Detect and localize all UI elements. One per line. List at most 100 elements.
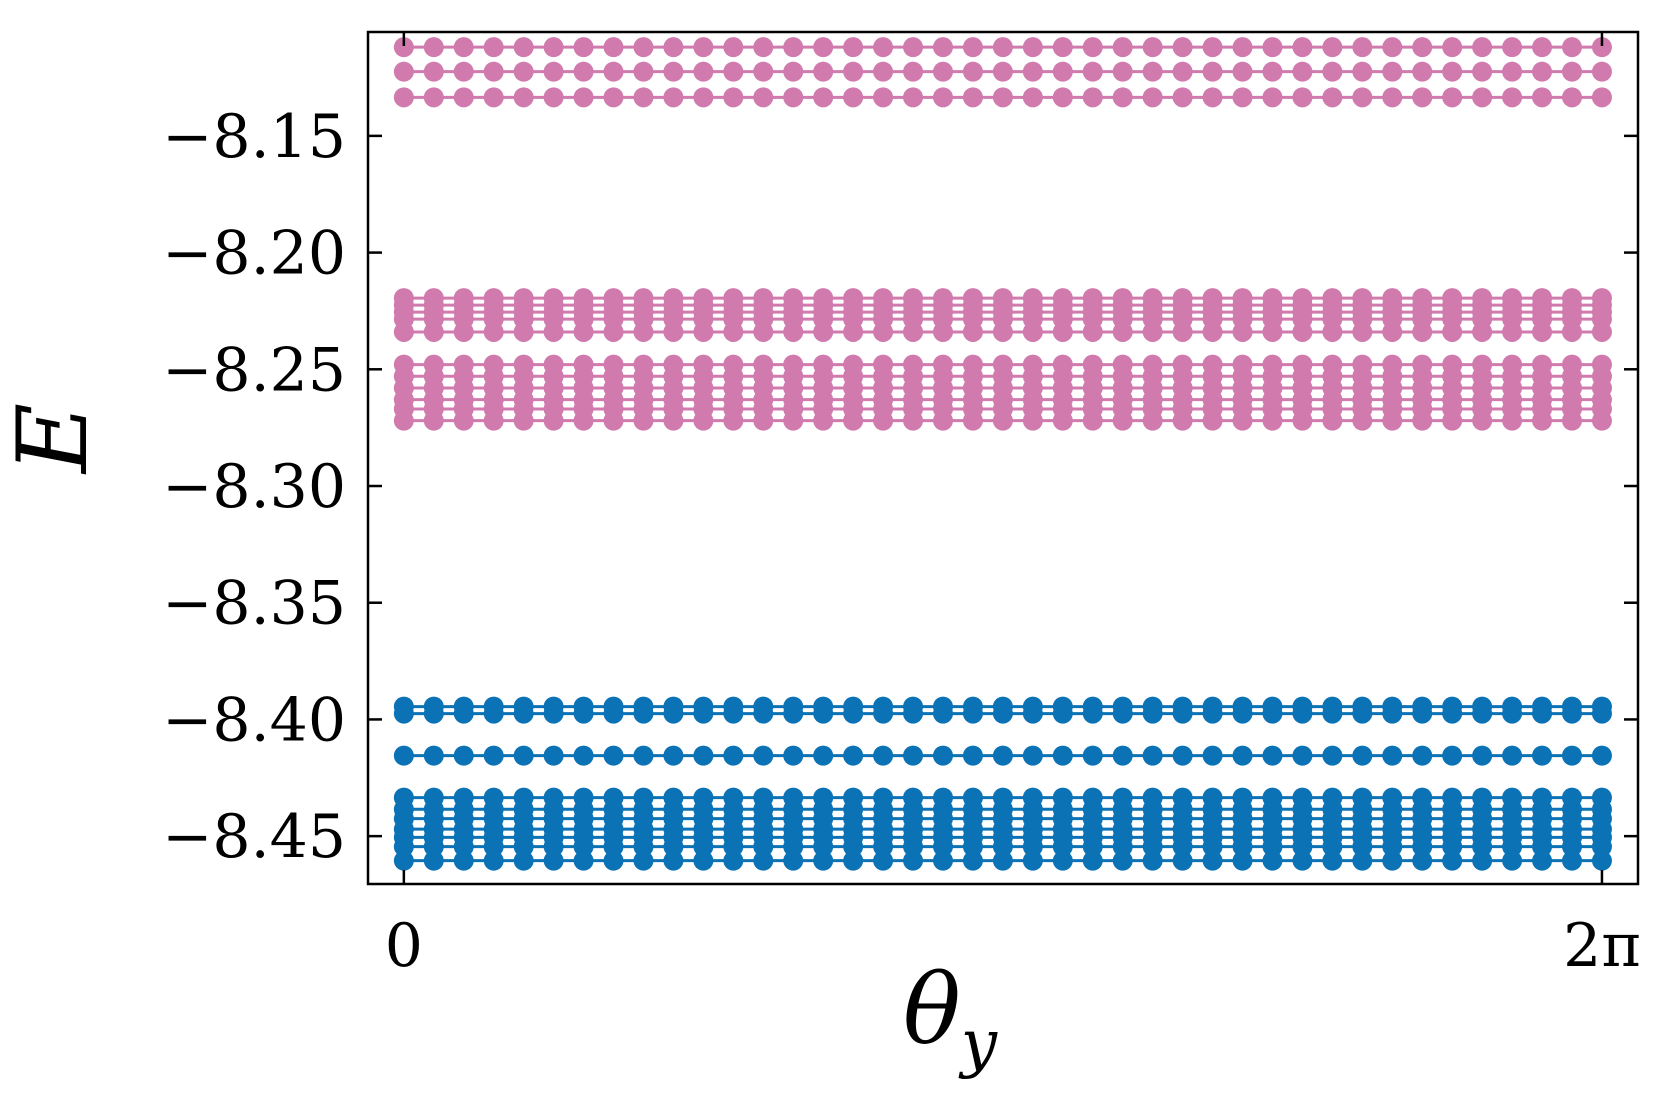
data-point [573, 61, 594, 82]
data-point [573, 850, 594, 871]
data-point [723, 410, 744, 431]
data-point [423, 836, 444, 857]
data-point [633, 37, 654, 58]
axis-ticks [368, 32, 1638, 884]
data-point [633, 61, 654, 82]
data-point [1532, 37, 1553, 58]
data-point [513, 321, 534, 342]
data-point [1412, 321, 1433, 342]
data-point [1322, 836, 1343, 857]
data-point [1472, 61, 1493, 82]
data-point [843, 850, 864, 871]
data-point [813, 850, 834, 871]
data-point [1082, 61, 1103, 82]
data-point [903, 321, 924, 342]
data-point [1232, 321, 1253, 342]
data-point [1052, 37, 1073, 58]
data-point [1082, 87, 1103, 108]
data-point [1562, 703, 1583, 724]
data-point [903, 703, 924, 724]
data-point [753, 703, 774, 724]
data-point [723, 745, 744, 766]
data-point [783, 61, 804, 82]
data-point [1142, 836, 1163, 857]
data-point [423, 87, 444, 108]
data-point [1322, 37, 1343, 58]
data-point [753, 836, 774, 857]
data-point [663, 321, 684, 342]
data-point [1292, 321, 1313, 342]
data-point [1591, 836, 1612, 857]
data-point [1052, 410, 1073, 431]
data-point [843, 87, 864, 108]
data-point [1591, 87, 1612, 108]
data-point [1412, 745, 1433, 766]
plot-frame [366, 30, 1640, 886]
data-point [723, 87, 744, 108]
data-point [543, 87, 564, 108]
data-point [453, 37, 474, 58]
data-point [932, 850, 953, 871]
data-point [513, 87, 534, 108]
data-point [1382, 87, 1403, 108]
data-point [1112, 850, 1133, 871]
data-point [483, 37, 504, 58]
data-point [1022, 61, 1043, 82]
data-point [543, 410, 564, 431]
data-point [693, 703, 714, 724]
data-point [1352, 703, 1373, 724]
x-tick-labels: 0 2π [385, 911, 1641, 981]
data-point [1472, 850, 1493, 871]
data-point [1532, 745, 1553, 766]
data-point [962, 745, 983, 766]
data-point [663, 61, 684, 82]
y-tick-label: −8.40 [162, 685, 346, 755]
data-point [873, 37, 894, 58]
data-point [783, 703, 804, 724]
data-point [1262, 87, 1283, 108]
data-point [393, 850, 414, 871]
data-point [573, 410, 594, 431]
data-point [1112, 703, 1133, 724]
data-point [783, 37, 804, 58]
data-point [1022, 836, 1043, 857]
data-point [723, 37, 744, 58]
data-point [1382, 321, 1403, 342]
data-point [423, 321, 444, 342]
data-point [513, 850, 534, 871]
data-point [1262, 745, 1283, 766]
data-point [1232, 745, 1253, 766]
data-point [1382, 37, 1403, 58]
data-point [483, 703, 504, 724]
data-point [483, 87, 504, 108]
data-point [1112, 410, 1133, 431]
data-point [1562, 836, 1583, 857]
data-point [962, 836, 983, 857]
data-point [1382, 61, 1403, 82]
data-point [1172, 321, 1193, 342]
data-point [992, 410, 1013, 431]
data-point [753, 37, 774, 58]
data-point [1202, 37, 1223, 58]
data-point [423, 703, 444, 724]
data-point [843, 37, 864, 58]
data-point [903, 745, 924, 766]
data-point [843, 321, 864, 342]
data-point [1382, 850, 1403, 871]
x-tick-label: 2π [1563, 911, 1641, 981]
data-point [1232, 410, 1253, 431]
data-point [753, 410, 774, 431]
data-point [1202, 850, 1223, 871]
data-point [453, 703, 474, 724]
data-point [1172, 836, 1193, 857]
data-point [932, 703, 953, 724]
data-point [992, 850, 1013, 871]
data-point [1352, 321, 1373, 342]
data-point [1142, 703, 1163, 724]
data-point [1112, 321, 1133, 342]
data-point [1472, 703, 1493, 724]
data-point [962, 87, 983, 108]
data-point [663, 37, 684, 58]
y-tick-label: −8.45 [162, 802, 346, 872]
data-point [1022, 703, 1043, 724]
